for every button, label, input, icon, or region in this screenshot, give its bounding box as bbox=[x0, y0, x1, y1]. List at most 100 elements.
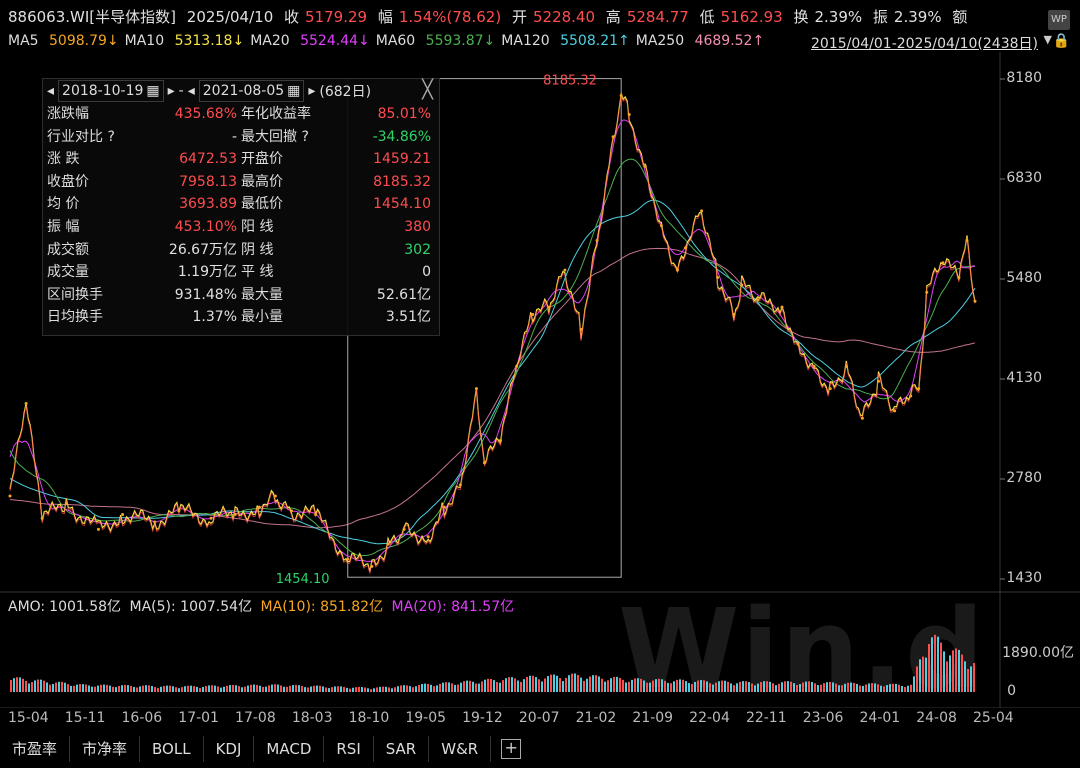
volume-bar bbox=[439, 683, 441, 692]
volume-bar bbox=[904, 686, 906, 692]
start-date-field[interactable]: 2018-10-19 ▦ bbox=[58, 80, 164, 102]
date-range[interactable]: 2015/04/01-2025/04/10(2438日) bbox=[811, 36, 1038, 52]
volume-bar bbox=[688, 683, 690, 692]
tab-6[interactable]: SAR bbox=[374, 736, 430, 762]
volume-bar bbox=[754, 685, 756, 692]
add-tab-icon[interactable]: + bbox=[501, 739, 522, 759]
volume-bar bbox=[85, 684, 87, 692]
stat-value-5-3: 380 bbox=[404, 218, 431, 235]
volume-bar bbox=[271, 684, 273, 692]
volume-axis-top: 1890.00亿 bbox=[1002, 645, 1074, 661]
volume-bar bbox=[700, 679, 702, 692]
volume-bar bbox=[496, 682, 498, 692]
volume-bar bbox=[241, 687, 243, 692]
ma60-line bbox=[9, 158, 976, 557]
stat-value-5-1: 453.10% bbox=[174, 218, 237, 235]
date-next-icon[interactable]: ▸ bbox=[308, 83, 316, 99]
volume-bar bbox=[514, 678, 516, 692]
data-point-7 bbox=[177, 509, 181, 513]
volume-bar bbox=[97, 685, 99, 692]
wp-icon[interactable]: WP bbox=[1048, 10, 1070, 30]
volume-bar bbox=[703, 680, 705, 692]
volume-bar bbox=[46, 682, 48, 692]
volume-bar bbox=[325, 687, 327, 692]
chevron-down-icon[interactable]: ▼ bbox=[1043, 33, 1052, 46]
volume-bar bbox=[535, 677, 537, 692]
volume-bar bbox=[577, 675, 579, 692]
volume-bar bbox=[247, 685, 249, 692]
amo-legend: AMO: 1001.58亿 MA(5): 1007.54亿 MA(10): 851… bbox=[8, 596, 518, 616]
volume-bar bbox=[106, 684, 108, 692]
quote-date: 2025/04/10 bbox=[186, 8, 274, 26]
volume-bar bbox=[652, 680, 654, 692]
high-marker: 8185.32 bbox=[543, 74, 597, 89]
tab-3[interactable]: KDJ bbox=[204, 736, 255, 762]
tab-7[interactable]: W&R bbox=[429, 736, 492, 762]
volume-bar bbox=[793, 683, 795, 692]
x-tick-label-10: 21-02 bbox=[575, 710, 617, 726]
volume-bar bbox=[658, 678, 660, 692]
amount-label: 额 bbox=[952, 8, 968, 26]
tab-2[interactable]: BOLL bbox=[140, 736, 204, 762]
ma10-line bbox=[9, 91, 976, 572]
x-tick-label-12: 22-04 bbox=[689, 710, 730, 726]
volume-bar bbox=[487, 678, 489, 692]
data-point-4 bbox=[96, 527, 100, 531]
tab-4[interactable]: MACD bbox=[254, 736, 325, 762]
volume-bar bbox=[121, 685, 123, 692]
volume-bar bbox=[883, 686, 885, 692]
volume-bar bbox=[160, 686, 162, 692]
volume-bar bbox=[946, 661, 948, 692]
x-tick-label-3: 17-01 bbox=[178, 710, 219, 726]
volume-bar bbox=[835, 683, 837, 692]
volume-bar bbox=[256, 684, 258, 692]
volume-bar bbox=[370, 689, 372, 692]
volume-bar bbox=[673, 681, 675, 692]
volume-bar bbox=[193, 686, 195, 692]
calendar-icon[interactable]: ▦ bbox=[146, 83, 160, 99]
tab-5[interactable]: RSI bbox=[324, 736, 374, 762]
data-point-10 bbox=[257, 505, 261, 509]
volume-bar bbox=[802, 682, 804, 692]
data-point-12 bbox=[289, 509, 293, 513]
volume-bar bbox=[871, 683, 873, 692]
volume-bar bbox=[157, 687, 159, 692]
volume-bar bbox=[118, 685, 120, 692]
volume-bar bbox=[595, 675, 597, 692]
calendar-icon[interactable]: ▦ bbox=[287, 83, 301, 99]
x-tick-label-4: 17-08 bbox=[235, 710, 276, 726]
volume-bar bbox=[961, 654, 963, 692]
volume-bar bbox=[715, 682, 717, 692]
date-prev-icon[interactable]: ◂ bbox=[47, 83, 55, 99]
ma120-line bbox=[9, 199, 976, 545]
close-label: 收 bbox=[284, 8, 300, 26]
volume-bar bbox=[421, 684, 423, 692]
volume-bar bbox=[229, 685, 231, 692]
date-prev-icon[interactable]: ◂ bbox=[187, 83, 195, 99]
volume-bar bbox=[664, 680, 666, 692]
volume-bar bbox=[862, 685, 864, 692]
volume-bar bbox=[304, 687, 306, 692]
lock-icon[interactable]: 🔒 bbox=[1052, 33, 1070, 49]
data-point-40 bbox=[740, 283, 744, 287]
volume-bar bbox=[586, 678, 588, 692]
volume-bar bbox=[526, 676, 528, 692]
volume-bar bbox=[790, 681, 792, 692]
volume-bar bbox=[940, 642, 942, 692]
end-date-field[interactable]: 2021-08-05 ▦ bbox=[198, 80, 305, 102]
volume-bar bbox=[76, 684, 78, 692]
date-next-icon[interactable]: ▸ bbox=[167, 83, 175, 99]
volume-bar bbox=[394, 687, 396, 692]
ma-value-2: 5524.44↓ bbox=[300, 33, 370, 49]
volume-bar bbox=[745, 681, 747, 692]
data-point-53 bbox=[941, 261, 945, 265]
volume-bar bbox=[718, 681, 720, 692]
tab-0[interactable]: 市盈率 bbox=[0, 736, 71, 762]
tab-1[interactable]: 市净率 bbox=[70, 736, 141, 762]
index-code[interactable]: 886063.WI[半导体指数] bbox=[8, 8, 176, 26]
volume-bar bbox=[541, 681, 543, 692]
close-icon[interactable]: ╳ bbox=[422, 79, 433, 100]
volume-bar bbox=[445, 682, 447, 692]
volume-bar bbox=[196, 686, 198, 692]
volume-bar bbox=[922, 656, 924, 692]
